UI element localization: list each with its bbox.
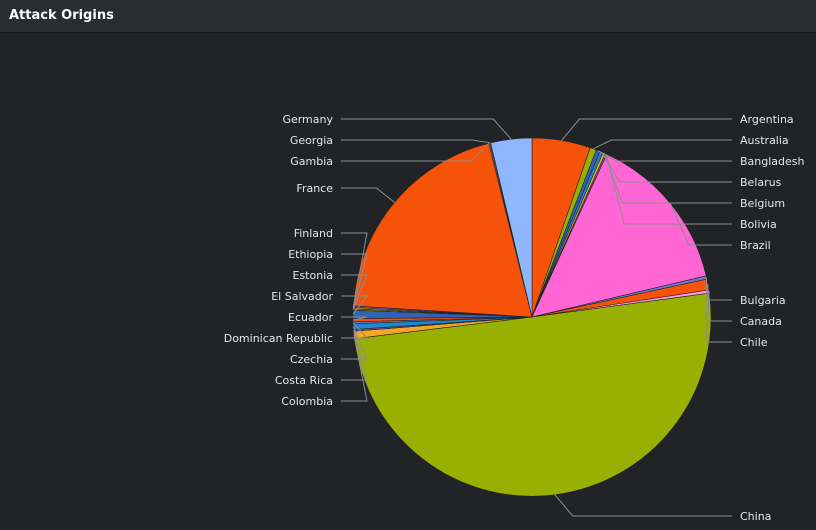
leader-line-bangladesh bbox=[597, 150, 732, 162]
slice-label-el-salvador: El Salvador bbox=[271, 290, 333, 303]
pie-slice-france[interactable] bbox=[353, 142, 533, 318]
slice-label-finland: Finland bbox=[294, 227, 333, 240]
slice-label-bolivia: Bolivia bbox=[740, 218, 777, 231]
leader-line-canada bbox=[705, 284, 732, 322]
leader-line-france bbox=[341, 187, 395, 203]
leader-line-germany bbox=[341, 118, 512, 140]
leader-line-estonia bbox=[341, 274, 368, 310]
leader-line-georgia bbox=[341, 139, 491, 144]
slice-label-belarus: Belarus bbox=[740, 176, 782, 189]
slice-label-estonia: Estonia bbox=[293, 269, 334, 282]
pie-slice-germany[interactable] bbox=[490, 137, 533, 318]
pie-slice-brazil[interactable] bbox=[531, 153, 707, 318]
leader-line-ecuador bbox=[341, 316, 368, 321]
leader-line-colombia bbox=[341, 334, 368, 402]
slice-label-georgia: Georgia bbox=[290, 134, 333, 147]
slice-label-czechia: Czechia bbox=[290, 353, 333, 366]
slice-label-ethiopia: Ethiopia bbox=[288, 248, 333, 261]
pie-slices bbox=[352, 137, 712, 497]
slice-label-brazil: Brazil bbox=[740, 239, 771, 252]
leader-lines bbox=[341, 118, 732, 517]
leader-line-czechia bbox=[341, 326, 368, 360]
slice-label-chile: Chile bbox=[740, 336, 768, 349]
slice-label-canada: Canada bbox=[740, 315, 782, 328]
slice-label-france: France bbox=[296, 182, 333, 195]
leader-line-el-salvador bbox=[341, 295, 369, 315]
slice-label-belgium: Belgium bbox=[740, 197, 785, 210]
slice-label-colombia: Colombia bbox=[281, 395, 333, 408]
leader-line-chile bbox=[705, 291, 732, 343]
leader-line-china bbox=[554, 494, 732, 517]
leader-line-bolivia bbox=[605, 153, 732, 225]
leader-line-australia bbox=[593, 139, 732, 150]
slice-label-australia: Australia bbox=[740, 134, 789, 147]
panel-title: Attack Origins bbox=[9, 8, 114, 23]
slice-labels: Argentina Australia Bangladesh Belarus Belgi… bbox=[224, 113, 805, 523]
leader-line-gambia bbox=[341, 142, 490, 162]
panel-header: Attack Origins bbox=[0, 0, 816, 33]
leader-line-argentina bbox=[561, 118, 732, 141]
slice-label-dominican-republic: Dominican Republic bbox=[224, 332, 333, 345]
slice-label-bangladesh: Bangladesh bbox=[740, 155, 805, 168]
slice-label-bulgaria: Bulgaria bbox=[740, 294, 786, 307]
slice-label-germany: Germany bbox=[282, 113, 333, 126]
leader-line-costa-rica bbox=[341, 330, 368, 381]
slice-label-china: China bbox=[740, 510, 771, 523]
leader-line-brazil bbox=[670, 203, 732, 246]
slice-label-ecuador: Ecuador bbox=[288, 311, 333, 324]
slice-label-argentina: Argentina bbox=[740, 113, 794, 126]
leader-line-bulgaria bbox=[705, 277, 732, 301]
leader-line-dominican-republic bbox=[341, 322, 369, 339]
slice-label-gambia: Gambia bbox=[290, 155, 333, 168]
slice-label-costa-rica: Costa Rica bbox=[275, 374, 333, 387]
leader-line-finland bbox=[341, 232, 368, 307]
leader-line-ethiopia bbox=[341, 253, 368, 309]
